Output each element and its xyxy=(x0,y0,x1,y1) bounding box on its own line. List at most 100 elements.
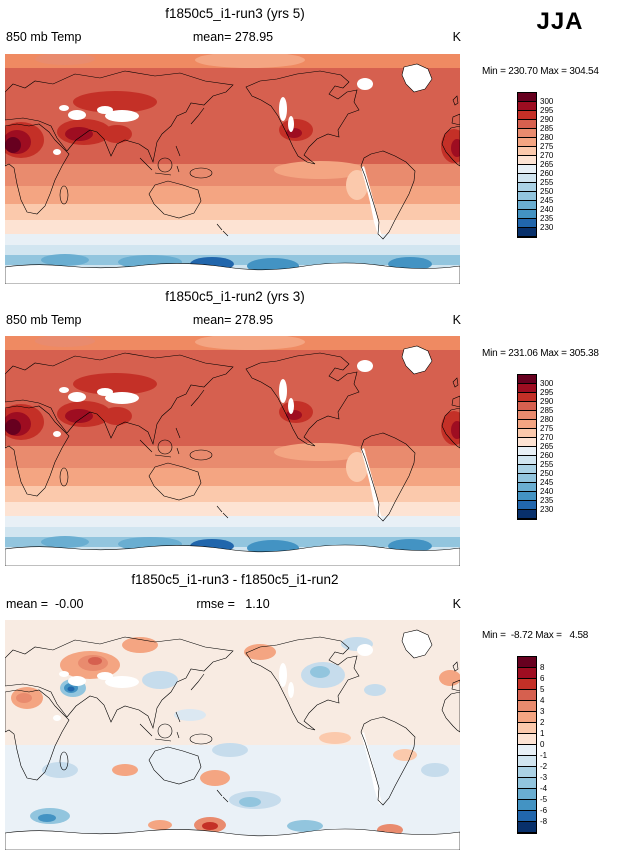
map-difference xyxy=(5,620,460,850)
colorbar-cell xyxy=(518,668,536,679)
colorbar-cell xyxy=(518,93,536,102)
panel1-colorbar: 300 295 290 285 280 275 270 265 260 255 250 245 240 2… xyxy=(517,92,553,238)
colorbar-cell xyxy=(518,102,536,111)
difference-field-layer xyxy=(5,620,460,850)
colorbar-label: 260 xyxy=(540,169,554,178)
colorbar-cell xyxy=(518,483,536,492)
panel3-colorbar: 8 6 5 4 3 2 1 0 -1 -2 -3 -4 -5 -6 -8 xyxy=(517,656,547,834)
colorbar-cell xyxy=(518,393,536,402)
colorbar-cell xyxy=(518,165,536,174)
colorbar-cell xyxy=(518,210,536,219)
colorbar-label: 265 xyxy=(540,160,554,169)
panel1-title: f1850c5_i1-run3 (yrs 5) xyxy=(165,6,305,21)
colorbar-cell xyxy=(518,474,536,483)
colorbar-label: -6 xyxy=(540,806,548,815)
colorbar-cell xyxy=(518,756,536,767)
colorbar-cell xyxy=(518,800,536,811)
colorbar-label: 240 xyxy=(540,205,554,214)
panel3-minmax-label: Min = -8.72 Max = 4.58 xyxy=(482,630,589,641)
colorbar-label: 260 xyxy=(540,451,554,460)
colorbar-label: 290 xyxy=(540,397,554,406)
panel2-variable-label: 850 mb Temp xyxy=(6,313,82,327)
colorbar-label: 300 xyxy=(540,97,554,106)
colorbar-cell xyxy=(518,712,536,723)
colorbar-label: 250 xyxy=(540,187,554,196)
colorbar-label: 270 xyxy=(540,151,554,160)
colorbar-cell xyxy=(518,701,536,712)
colorbar-cell xyxy=(518,438,536,447)
colorbar-cell xyxy=(518,447,536,456)
panel2-mean-label: mean= 278.95 xyxy=(192,313,274,327)
panel1-stats-row: 850 mb Temp mean= 278.95 K xyxy=(0,30,466,46)
colorbar-label: -5 xyxy=(540,795,548,804)
colorbar-cell xyxy=(518,492,536,501)
map-run2 xyxy=(5,336,460,566)
colorbar-label: 235 xyxy=(540,214,554,223)
colorbar-cell xyxy=(518,679,536,690)
colorbar-cell xyxy=(518,429,536,438)
colorbar-label: 270 xyxy=(540,433,554,442)
colorbar-cell xyxy=(518,402,536,411)
colorbar-cell xyxy=(518,465,536,474)
colorbar-cell xyxy=(518,120,536,129)
colorbar-cell xyxy=(518,138,536,147)
colorbar-cell xyxy=(518,228,536,237)
panel3-stats-row: mean = -0.00 rmse = 1.10 K xyxy=(0,597,466,613)
panel3-title: f1850c5_i1-run3 - f1850c5_i1-run2 xyxy=(131,572,339,587)
colorbar-label: -1 xyxy=(540,751,548,760)
colorbar-label: 0 xyxy=(540,740,545,749)
colorbar-label: 285 xyxy=(540,124,554,133)
colorbar-label: -3 xyxy=(540,773,548,782)
colorbar-cell xyxy=(518,811,536,822)
colorbar-label: 275 xyxy=(540,424,554,433)
colorbar-cell xyxy=(518,192,536,201)
panel2-title: f1850c5_i1-run2 (yrs 3) xyxy=(165,289,305,304)
colorbar-cell xyxy=(518,420,536,429)
colorbar-cell xyxy=(518,147,536,156)
panel2-colorbar: 300 295 290 285 280 275 270 265 260 255 250 245 240 2… xyxy=(517,374,553,520)
colorbar-label: 240 xyxy=(540,487,554,496)
colorbar-label: -2 xyxy=(540,762,548,771)
colorbar-label: 8 xyxy=(540,663,545,672)
colorbar-label: 250 xyxy=(540,469,554,478)
colorbar-label: 2 xyxy=(540,718,545,727)
colorbar-label: 285 xyxy=(540,406,554,415)
colorbar-cell xyxy=(518,384,536,393)
colorbar-cell xyxy=(518,789,536,800)
colorbar-cell xyxy=(518,767,536,778)
colorbar-cell xyxy=(518,501,536,510)
colorbar-cell xyxy=(518,778,536,789)
colorbar-label: 5 xyxy=(540,685,545,694)
panel1-minmax-label: Min = 230.70 Max = 304.54 xyxy=(482,66,599,77)
colorbar-label: 255 xyxy=(540,178,554,187)
colorbar-cell xyxy=(518,174,536,183)
colorbar-cell xyxy=(518,745,536,756)
colorbar-label: -8 xyxy=(540,817,548,826)
colorbar-cell xyxy=(518,510,536,519)
colorbar-cell xyxy=(518,657,536,668)
temperature-field-layer xyxy=(5,336,460,566)
panel2-stats-row: 850 mb Temp mean= 278.95 K xyxy=(0,313,466,329)
colorbar-label: 1 xyxy=(540,729,545,738)
colorbar-label: 280 xyxy=(540,415,554,424)
colorbar-cell xyxy=(518,411,536,420)
panel1-units-label: K xyxy=(452,30,461,44)
colorbar-cell xyxy=(518,111,536,120)
colorbar-label: 245 xyxy=(540,196,554,205)
colorbar-label: 280 xyxy=(540,133,554,142)
colorbar-label: -4 xyxy=(540,784,548,793)
colorbar-label: 245 xyxy=(540,478,554,487)
season-label: JJA xyxy=(536,8,584,35)
colorbar-label: 4 xyxy=(540,696,545,705)
colorbar-cell xyxy=(518,723,536,734)
panel2-units-label: K xyxy=(452,313,461,327)
colorbar-label: 3 xyxy=(540,707,545,716)
colorbar-label: 300 xyxy=(540,379,554,388)
colorbar-cell xyxy=(518,734,536,745)
colorbar-cell xyxy=(518,456,536,465)
panel3-mean-label: mean = -0.00 xyxy=(6,597,84,611)
colorbar-label: 295 xyxy=(540,106,554,115)
panel2-minmax-label: Min = 231.06 Max = 305.38 xyxy=(482,348,599,359)
colorbar-label: 255 xyxy=(540,460,554,469)
